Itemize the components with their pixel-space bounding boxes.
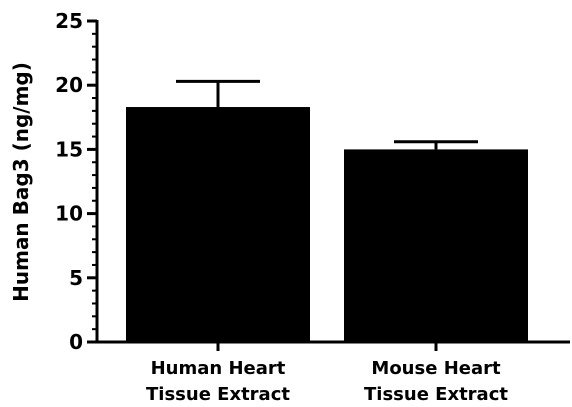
x-tick-label-line: Human Heart: [151, 358, 286, 379]
y-tick-label: 25: [55, 9, 83, 33]
bars: [126, 79, 528, 342]
y-axis: 0 5 10 15 20 25: [55, 9, 99, 354]
y-tick-label: 15: [55, 137, 83, 161]
y-tick-label: 5: [69, 266, 83, 290]
y-tick-label: 20: [55, 73, 83, 97]
x-axis: Human Heart Tissue Extract Mouse Heart Tiss…: [96, 340, 570, 405]
y-tick-label: 10: [55, 202, 83, 226]
x-tick-label-line: Tissue Extract: [146, 384, 290, 405]
x-tick-label: Human Heart Tissue Extract: [146, 358, 290, 405]
bar: [126, 107, 310, 342]
x-tick-label-line: Tissue Extract: [364, 384, 508, 405]
bar: [344, 149, 528, 342]
x-tick-label: Mouse Heart Tissue Extract: [364, 358, 508, 405]
y-axis-title: Human Bag3 (ng/mg): [9, 62, 33, 302]
x-tick-label-line: Mouse Heart: [371, 358, 501, 379]
y-tick-label: 0: [69, 330, 83, 354]
